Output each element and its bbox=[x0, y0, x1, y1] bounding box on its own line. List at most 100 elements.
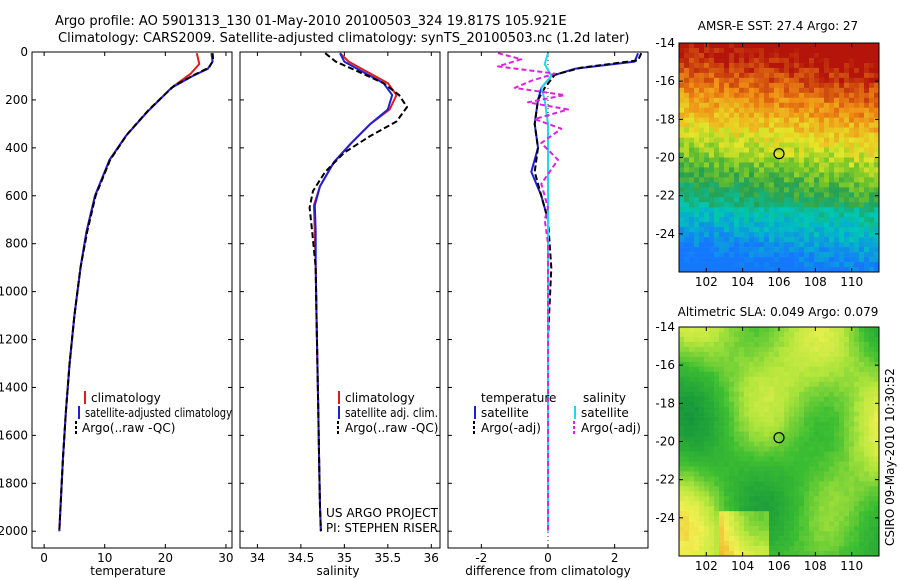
heatmap-cell bbox=[794, 546, 800, 552]
heatmap-cell bbox=[814, 172, 820, 178]
heatmap-cell bbox=[684, 207, 690, 213]
heatmap-cell bbox=[764, 356, 770, 363]
heatmap-cell bbox=[874, 202, 880, 208]
heatmap-cell bbox=[734, 341, 740, 348]
heatmap-cell bbox=[759, 197, 765, 203]
heatmap-cell bbox=[874, 112, 880, 118]
heatmap-cell bbox=[819, 132, 825, 138]
heatmap-cell bbox=[729, 327, 735, 333]
heatmap-cell bbox=[789, 346, 795, 353]
heatmap-cell bbox=[829, 426, 835, 432]
heatmap-cell bbox=[734, 62, 740, 69]
heatmap-cell bbox=[689, 157, 695, 163]
heatmap-cell bbox=[769, 97, 775, 104]
heatmap-cell bbox=[864, 451, 870, 457]
heatmap-cell bbox=[864, 531, 870, 537]
heatmap-cell bbox=[759, 127, 765, 133]
heatmap-cell bbox=[769, 341, 775, 348]
heatmap-cell bbox=[684, 451, 690, 457]
difference-legend-temp-argo: Argo(-adj) bbox=[481, 421, 541, 435]
heatmap-cell bbox=[844, 67, 850, 74]
heatmap-cell bbox=[744, 376, 750, 383]
heatmap-cell bbox=[784, 197, 790, 203]
temperature-legend-2: satellite-adjusted climatology bbox=[85, 406, 232, 420]
heatmap-cell bbox=[714, 496, 720, 502]
heatmap-cell bbox=[874, 52, 880, 59]
heatmap-cell bbox=[839, 491, 845, 497]
heatmap-cell bbox=[819, 361, 825, 368]
heatmap-cell bbox=[819, 501, 825, 507]
heatmap-cell bbox=[764, 77, 770, 84]
heatmap-cell bbox=[869, 47, 875, 54]
heatmap-cell bbox=[799, 162, 805, 168]
heatmap-cell bbox=[744, 192, 750, 198]
map-ytick-label: -20 bbox=[655, 151, 675, 165]
heatmap-cell bbox=[734, 187, 740, 193]
heatmap-cell bbox=[759, 381, 765, 388]
heatmap-cell bbox=[849, 92, 855, 99]
heatmap-cell bbox=[819, 376, 825, 383]
heatmap-cell bbox=[814, 127, 820, 133]
heatmap-cell bbox=[699, 247, 705, 253]
heatmap-cell bbox=[834, 257, 840, 263]
heatmap-cell bbox=[769, 511, 775, 517]
heatmap-cell bbox=[794, 252, 800, 258]
heatmap-cell bbox=[739, 43, 745, 49]
heatmap-cell bbox=[814, 336, 820, 343]
series-line-sal-argo-adj- bbox=[497, 52, 569, 532]
heatmap-cell bbox=[759, 217, 765, 223]
heatmap-cell bbox=[739, 92, 745, 99]
heatmap-cell bbox=[694, 157, 700, 163]
heatmap-cell bbox=[799, 346, 805, 353]
heatmap-cell bbox=[829, 471, 835, 477]
heatmap-cell bbox=[724, 172, 730, 178]
heatmap-cell bbox=[749, 376, 755, 383]
heatmap-cell bbox=[774, 411, 780, 417]
heatmap-cell bbox=[779, 92, 785, 99]
salinity-annotation-2: PI: STEPHEN RISER bbox=[326, 521, 438, 535]
heatmap-cell bbox=[709, 237, 715, 243]
heatmap-cell bbox=[679, 77, 685, 84]
difference-legend-header-sal: salinity bbox=[583, 391, 626, 405]
heatmap-cell bbox=[684, 336, 690, 343]
heatmap-cell bbox=[859, 212, 865, 218]
heatmap-cell bbox=[694, 416, 700, 422]
heatmap-cell bbox=[689, 252, 695, 258]
heatmap-cell bbox=[749, 381, 755, 388]
heatmap-cell bbox=[834, 336, 840, 343]
heatmap-cell bbox=[869, 182, 875, 188]
heatmap-cell bbox=[729, 43, 735, 49]
heatmap-cell bbox=[779, 506, 785, 512]
heatmap-cell bbox=[734, 466, 740, 472]
heatmap-cell bbox=[869, 87, 875, 94]
heatmap-cell bbox=[689, 431, 695, 437]
heatmap-cell bbox=[844, 526, 850, 532]
heatmap-cell bbox=[694, 396, 700, 402]
heatmap-cell bbox=[779, 207, 785, 213]
heatmap-cell bbox=[679, 346, 685, 353]
heatmap-cell bbox=[834, 62, 840, 69]
heatmap-cell bbox=[774, 476, 780, 482]
heatmap-cell bbox=[684, 237, 690, 243]
salinity-legend-2: satellite adj. clim. bbox=[345, 406, 438, 420]
heatmap-cell bbox=[789, 147, 795, 153]
heatmap-cell bbox=[754, 87, 760, 94]
heatmap-cell bbox=[874, 521, 880, 527]
heatmap-cell bbox=[704, 356, 710, 363]
heatmap-cell bbox=[789, 416, 795, 422]
heatmap-cell bbox=[729, 446, 735, 452]
heatmap-cell bbox=[814, 516, 820, 522]
heatmap-cell bbox=[799, 172, 805, 178]
heatmap-cell bbox=[704, 371, 710, 378]
heatmap-cell bbox=[769, 411, 775, 417]
heatmap-cell bbox=[784, 43, 790, 49]
heatmap-cell bbox=[849, 112, 855, 118]
heatmap-cell bbox=[854, 212, 860, 218]
heatmap-cell bbox=[849, 401, 855, 407]
heatmap-cell bbox=[694, 476, 700, 482]
heatmap-cell bbox=[864, 142, 870, 148]
heatmap-cell bbox=[774, 77, 780, 84]
heatmap-cell bbox=[849, 336, 855, 343]
heatmap-cell bbox=[679, 152, 685, 158]
heatmap-cell bbox=[844, 531, 850, 537]
